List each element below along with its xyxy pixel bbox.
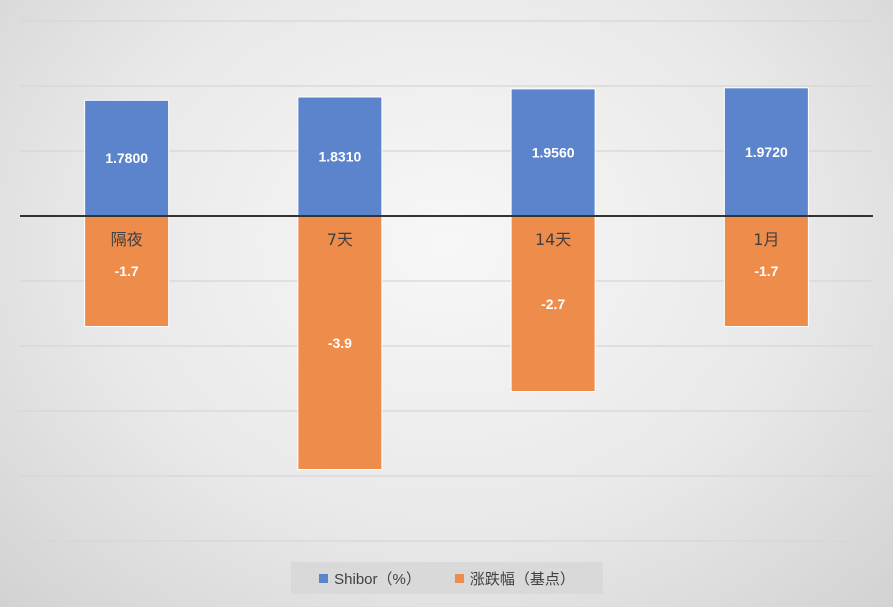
bar-change-7d — [297, 215, 383, 470]
legend-label-change: 涨跌幅（基点） — [469, 570, 575, 588]
data-label-shibor-1m: 1.9720 — [745, 144, 788, 160]
legend-item-shibor: Shibor（%） — [319, 568, 421, 589]
data-label-change-overnight: -1.7 — [115, 263, 139, 279]
legend-swatch-shibor — [319, 573, 329, 583]
category-label-7d: 7天 — [327, 230, 353, 249]
data-label-shibor-overnight: 1.7800 — [105, 150, 148, 166]
bar-change-1m — [723, 215, 809, 327]
bars — [84, 87, 809, 470]
category-labels: 隔夜 7天 14天 1月 — [111, 230, 780, 249]
legend-label-shibor: Shibor（%） — [334, 570, 421, 588]
data-label-shibor-14d: 1.9560 — [532, 144, 575, 160]
category-label-overnight: 隔夜 — [111, 230, 143, 249]
bar-shibor-1m — [723, 87, 809, 217]
legend-item-change: 涨跌幅（基点） — [454, 568, 575, 589]
data-label-shibor-7d: 1.8310 — [318, 148, 361, 164]
legend: Shibor（%） 涨跌幅（基点） — [291, 562, 603, 594]
data-label-change-14d: -2.7 — [541, 296, 565, 312]
data-label-change-7d: -3.9 — [328, 335, 352, 351]
category-label-14d: 14天 — [535, 230, 571, 249]
bar-shibor-7d — [297, 96, 383, 217]
category-label-1m: 1月 — [753, 230, 779, 249]
data-labels: 1.7800 -1.7 1.8310 -3.9 1.9560 -2.7 1.9720 -1.7 — [105, 144, 788, 351]
bar-change-14d — [510, 215, 596, 392]
bar-shibor-overnight — [84, 99, 170, 217]
data-label-change-1m: -1.7 — [754, 263, 778, 279]
chart-plot: 隔夜 7天 14天 1月 1.7800 -1.7 1.8310 -3.9 1.9560 -2.7… — [20, 20, 873, 542]
bar-change-overnight — [84, 215, 170, 327]
legend-swatch-change — [454, 573, 464, 583]
bar-shibor-14d — [510, 88, 596, 217]
